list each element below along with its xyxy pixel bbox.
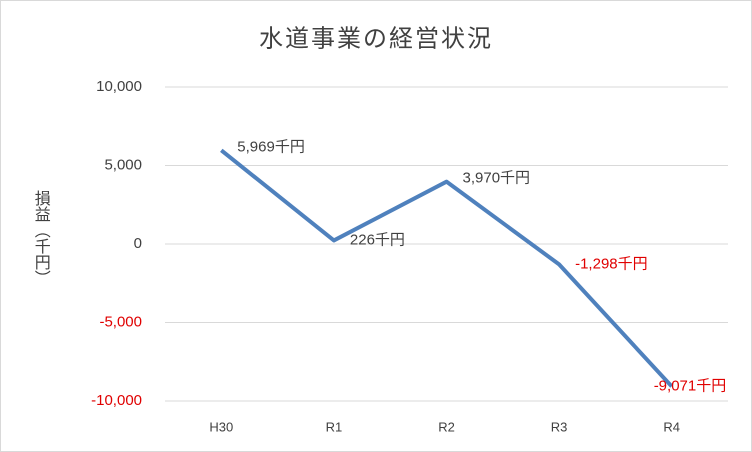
- data-label: -1,298千円: [575, 255, 648, 272]
- x-tick-label: R2: [438, 419, 455, 434]
- y-tick-label: 5,000: [104, 156, 142, 173]
- y-tick-label: -10,000: [91, 392, 142, 409]
- x-tick-label: R3: [551, 419, 568, 434]
- x-tick-label: R1: [326, 419, 343, 434]
- y-tick-label: 10,000: [96, 78, 142, 95]
- y-axis-label: 損益（千円）: [32, 190, 51, 286]
- chart-title: 水道事業の経営状況: [259, 25, 493, 52]
- y-tick-label: -5,000: [99, 313, 142, 330]
- data-label: -9,071千円: [654, 377, 727, 394]
- data-label: 3,970千円: [463, 170, 531, 187]
- x-tick-label: R4: [663, 419, 680, 434]
- x-tick-label: H30: [209, 419, 233, 434]
- data-label: 5,969千円: [237, 138, 305, 155]
- data-line: [220, 148, 674, 388]
- data-label: 226千円: [350, 231, 405, 248]
- y-tick-label: 0: [134, 235, 142, 252]
